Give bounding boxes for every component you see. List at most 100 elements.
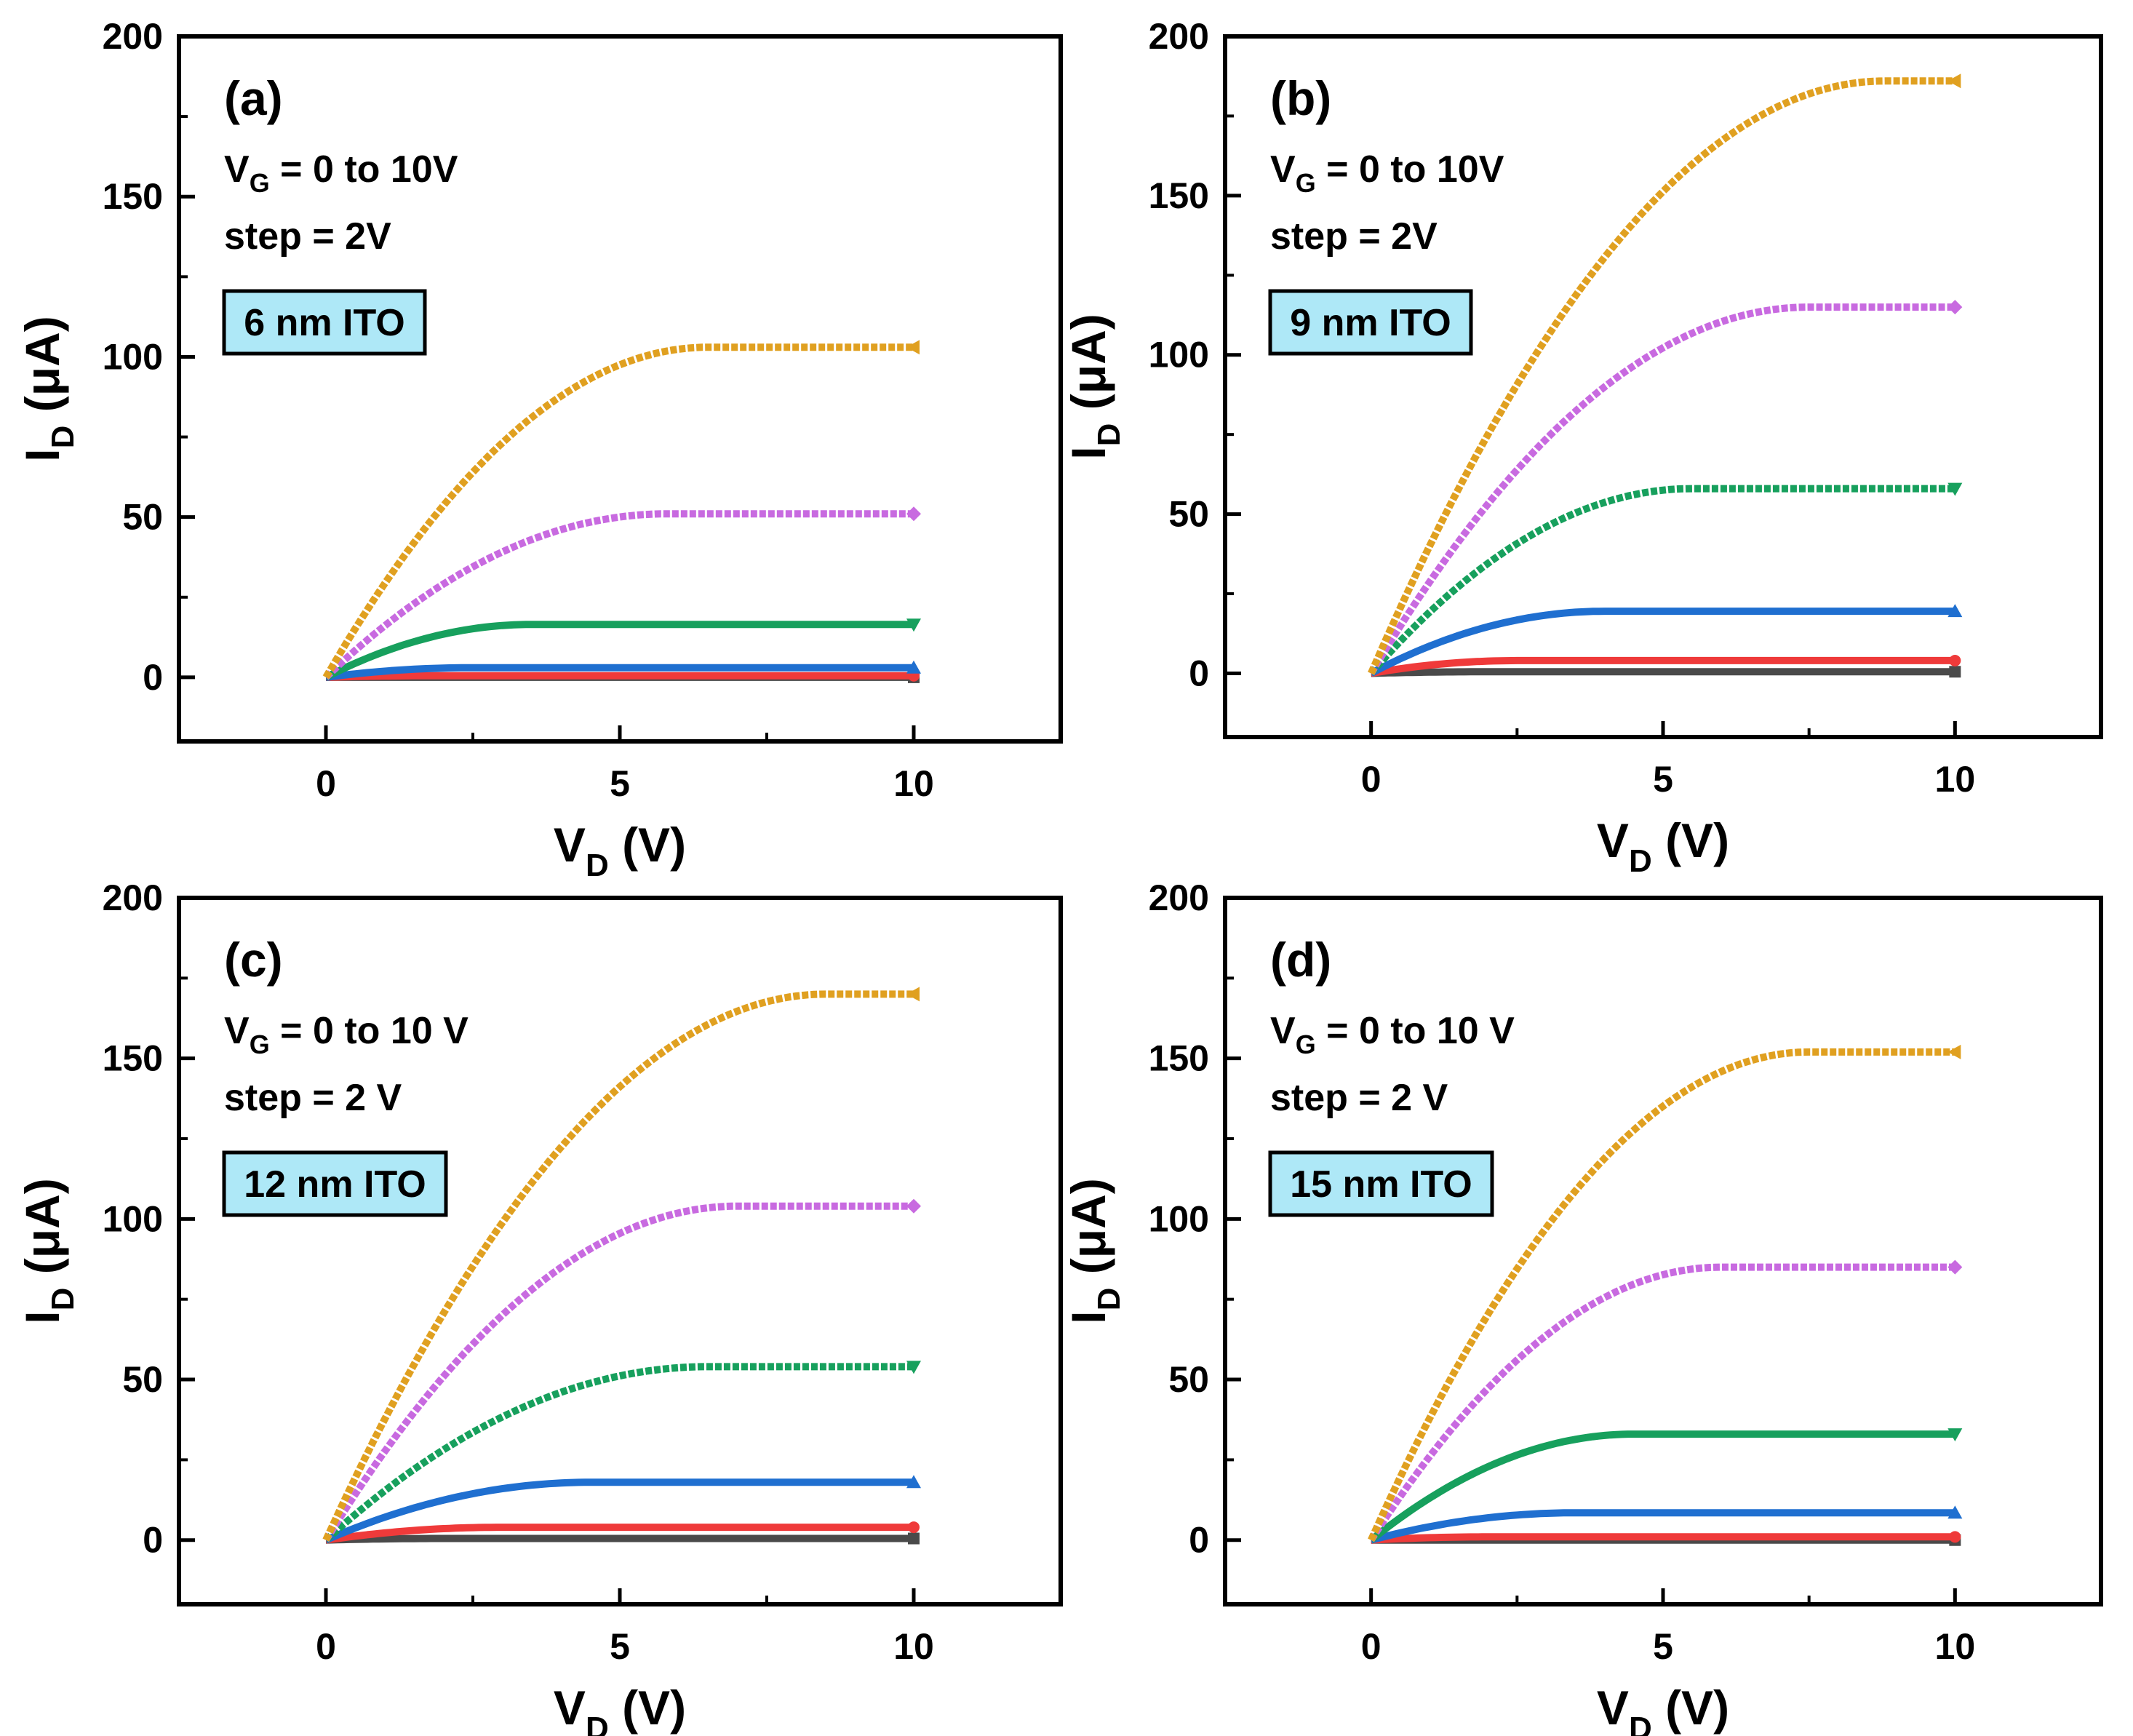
ito-label-text: 9 nm ITO — [1290, 302, 1451, 344]
y-tick-label: 150 — [103, 176, 163, 217]
y-axis-label-sub: D — [1091, 1288, 1127, 1311]
y-tick-label: 0 — [143, 1520, 163, 1561]
x-axis-label: VD (V) — [1597, 813, 1729, 879]
series-line — [324, 1478, 914, 1544]
ito-label-text: 15 nm ITO — [1290, 1163, 1472, 1206]
x-tick-label: 0 — [316, 1626, 336, 1667]
y-tick-label: 150 — [103, 1038, 163, 1079]
y-tick-label: 100 — [103, 1198, 163, 1239]
vg-symbol: V — [1270, 148, 1296, 191]
series-line — [323, 1363, 914, 1543]
series-vg--6-v — [1368, 1428, 1963, 1543]
x-tick-label: 0 — [1361, 759, 1382, 800]
series-end-marker — [1949, 654, 1961, 666]
step-annotation: step = 2V — [224, 215, 391, 258]
vg-subscript: G — [1296, 168, 1316, 198]
ito-label-text: 6 nm ITO — [244, 302, 405, 344]
y-axis-label-main: I — [1061, 446, 1115, 459]
y-axis-label-main: I — [15, 1310, 69, 1323]
x-axis-label-sub: D — [1629, 1711, 1652, 1736]
y-tick-label: 50 — [1168, 1359, 1209, 1400]
y-tick-label: 100 — [103, 336, 163, 377]
series-line — [324, 621, 914, 681]
panel-tag: (a) — [224, 71, 283, 125]
y-tick-label: 200 — [1149, 16, 1209, 57]
series-line — [1370, 656, 1955, 677]
series-line — [322, 990, 914, 1542]
step-annotation: step = 2V — [1270, 215, 1438, 258]
x-axis-label-main: V — [554, 1681, 586, 1735]
series-line — [1370, 1509, 1955, 1544]
y-axis-label-rest: (μA) — [1061, 1178, 1115, 1287]
vg-symbol: V — [1270, 1010, 1296, 1052]
y-axis-label: ID (μA) — [1061, 314, 1127, 459]
series-line — [325, 664, 914, 681]
x-axis-label-sub: D — [586, 1711, 609, 1736]
x-tick-label: 5 — [1653, 759, 1673, 800]
series-end-marker — [906, 618, 921, 632]
y-tick-label: 0 — [143, 657, 163, 698]
series-end-marker — [1947, 1428, 1963, 1442]
series-vg--4-v — [1369, 604, 1963, 677]
x-axis-label-rest: (V) — [609, 1681, 686, 1735]
series-vg--4-v — [325, 660, 921, 681]
x-tick-label: 10 — [893, 1626, 934, 1667]
series-end-marker — [1947, 1259, 1963, 1275]
series-vg--6-v — [1368, 482, 1963, 676]
series-line — [1368, 1430, 1955, 1543]
series-line — [1371, 1533, 1955, 1544]
x-axis-label: VD (V) — [554, 1681, 686, 1736]
y-axis-label-main: I — [1061, 1310, 1115, 1323]
vg-range-text: = 0 to 10V — [1316, 148, 1504, 191]
x-tick-label: 0 — [316, 763, 336, 804]
series-vg--10-v — [1368, 1044, 1961, 1542]
series-end-marker — [1947, 604, 1963, 618]
series-end-marker — [906, 1198, 921, 1214]
series-vg--8-v — [323, 506, 921, 680]
series-end-marker — [906, 506, 921, 522]
step-annotation: step = 2 V — [224, 1077, 402, 1119]
series-line — [325, 672, 914, 681]
y-tick-label: 0 — [1189, 1520, 1209, 1561]
series-end-marker — [1947, 1505, 1963, 1519]
vg-subscript: G — [1296, 1030, 1316, 1059]
y-axis-label-rest: (μA) — [15, 1178, 69, 1287]
panel-tag: (d) — [1270, 933, 1331, 987]
vg-range-annotation: VG = 0 to 10V — [1270, 148, 1504, 198]
ito-label-box — [1268, 289, 1473, 356]
x-tick-label: 5 — [610, 1626, 630, 1667]
y-axis-label: ID (μA) — [1061, 1178, 1127, 1323]
series-end-marker — [906, 660, 921, 674]
y-axis-label-main: I — [15, 448, 69, 461]
series-end-marker — [1949, 666, 1961, 678]
series-end-marker — [908, 1521, 920, 1534]
series-end-marker — [1947, 1044, 1961, 1059]
series-vg--0-v — [325, 1532, 920, 1545]
series-vg--10-v — [322, 340, 920, 680]
series-end-marker — [1947, 300, 1963, 315]
x-tick-label: 0 — [1361, 1626, 1382, 1667]
ito-label-box — [222, 1150, 448, 1217]
vg-subscript: G — [250, 168, 270, 198]
series-vg--10-v — [1368, 73, 1961, 675]
x-axis-label-main: V — [1597, 813, 1629, 867]
panel-tag: (b) — [1270, 71, 1331, 125]
vg-range-text: = 0 to 10 V — [1316, 1010, 1515, 1052]
y-tick-label: 200 — [103, 16, 163, 57]
series-end-marker — [906, 1475, 921, 1489]
series-line — [1371, 668, 1955, 677]
x-tick-label: 10 — [1935, 1626, 1976, 1667]
series-line — [1368, 1048, 1955, 1542]
y-tick-label: 50 — [1168, 494, 1209, 535]
vg-range-text: = 0 to 10 V — [270, 1010, 469, 1052]
y-tick-label: 0 — [1189, 653, 1209, 693]
x-tick-label: 5 — [1653, 1626, 1673, 1667]
series-vg--4-v — [324, 1475, 921, 1544]
series-end-marker — [1949, 1531, 1961, 1543]
series-end-marker — [906, 987, 920, 1002]
